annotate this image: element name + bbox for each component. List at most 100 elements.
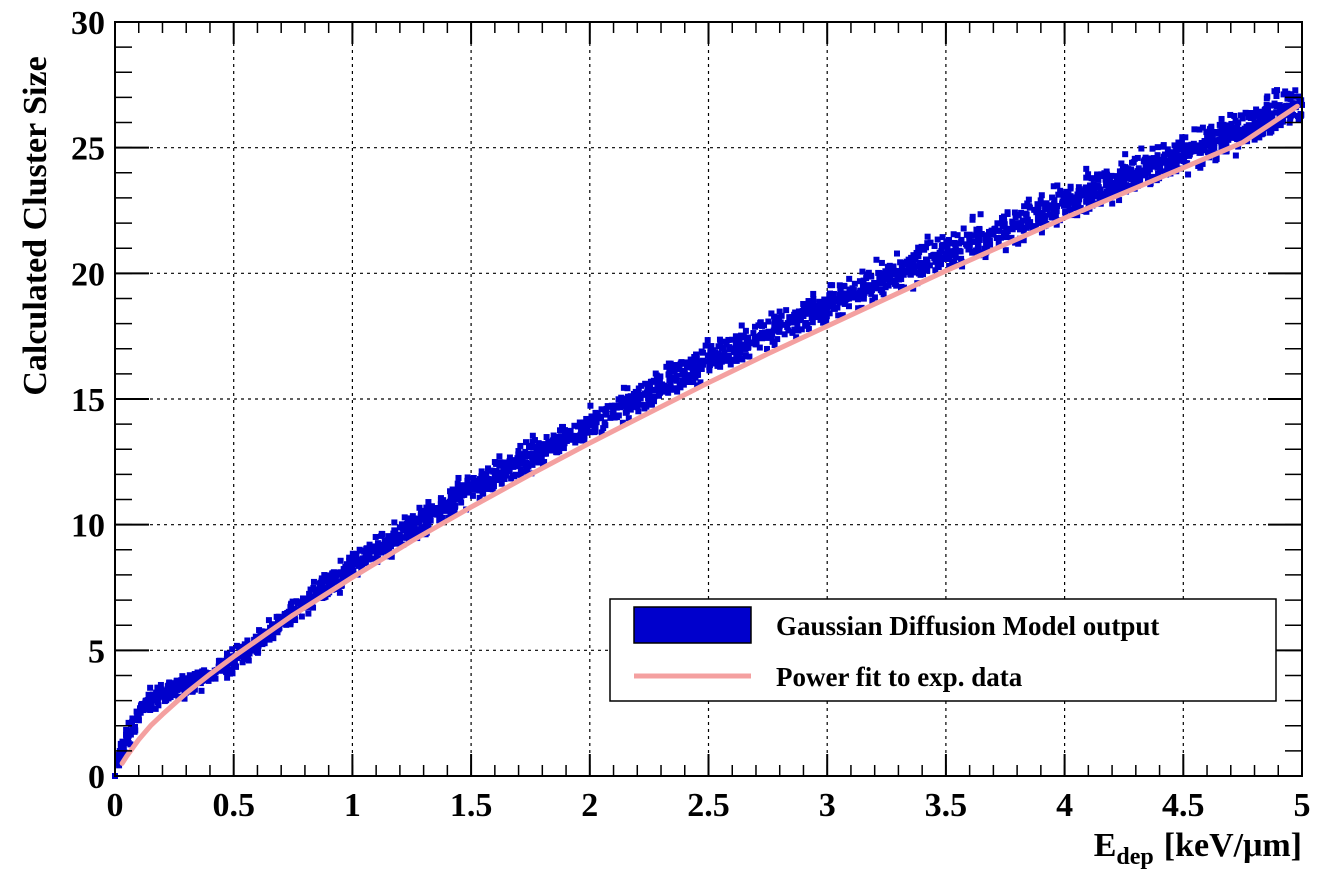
scatter-point <box>684 372 691 379</box>
scatter-point <box>313 592 320 599</box>
scatter-point <box>618 394 625 401</box>
scatter-point <box>1038 192 1045 199</box>
scatter-point <box>1235 129 1242 136</box>
scatter-point <box>147 697 154 704</box>
scatter-point <box>451 508 458 515</box>
scatter-point <box>687 356 694 363</box>
scatter-point <box>739 356 746 363</box>
scatter-point <box>1166 150 1173 157</box>
scatter-point <box>974 244 981 251</box>
scatter-point <box>951 260 958 267</box>
scatter-point <box>946 262 953 269</box>
scatter-point <box>1239 115 1246 122</box>
scatter-point <box>866 286 873 293</box>
scatter-point <box>269 622 276 629</box>
scatter-point <box>657 389 664 396</box>
scatter-point <box>669 376 676 383</box>
scatter-point <box>1001 219 1008 226</box>
scatter-point <box>759 335 766 342</box>
scatter-point <box>1066 206 1073 213</box>
scatter-point <box>927 239 934 246</box>
scatter-point <box>786 317 793 324</box>
scatter-point <box>519 453 526 460</box>
scatter-point <box>514 463 521 470</box>
scatter-point <box>468 486 475 493</box>
scatter-point <box>1121 164 1128 171</box>
scatter-point <box>508 475 515 482</box>
scatter-point <box>470 475 477 482</box>
scatter-point <box>936 249 943 256</box>
scatter-point <box>1296 93 1303 100</box>
scatter-point <box>233 654 240 661</box>
scatter-point <box>942 250 949 257</box>
scatter-point <box>1047 211 1054 218</box>
scatter-point <box>638 382 645 389</box>
x-tick-label: 1 <box>344 787 361 824</box>
x-tick-label: 0.5 <box>212 787 255 824</box>
scatter-point <box>799 307 806 314</box>
scatter-point <box>634 401 641 408</box>
scatter-point <box>410 529 417 536</box>
scatter-point <box>455 474 462 481</box>
scatter-point <box>649 397 656 404</box>
scatter-point <box>549 437 556 444</box>
scatter-point <box>823 309 830 316</box>
scatter-point <box>830 290 837 297</box>
scatter-point <box>1225 136 1232 143</box>
scatter-point <box>573 432 580 439</box>
scatter-point <box>915 253 922 260</box>
scatter-point <box>410 533 417 540</box>
scatter-point <box>1077 191 1084 198</box>
scatter-point <box>855 305 862 312</box>
scatter-point <box>496 453 503 460</box>
scatter-point <box>1116 168 1123 175</box>
scatter-point <box>694 382 701 389</box>
scatter-point <box>232 663 239 670</box>
scatter-point <box>1171 152 1178 159</box>
scatter-point <box>273 613 280 620</box>
scatter-point <box>665 371 672 378</box>
scatter-point <box>974 236 981 243</box>
scatter-point <box>785 327 792 334</box>
scatter-point <box>283 621 290 628</box>
scatter-point <box>959 263 966 270</box>
scatter-point <box>522 439 529 446</box>
scatter-point <box>876 277 883 284</box>
scatter-point <box>572 439 579 446</box>
scatter-point <box>723 341 730 348</box>
scatter-point <box>995 240 1002 247</box>
scatter-point <box>389 536 396 543</box>
scatter-point <box>1253 106 1260 113</box>
scatter-point <box>702 342 709 349</box>
scatter-point <box>455 485 462 492</box>
scatter-point <box>717 363 724 370</box>
scatter-point <box>1098 171 1105 178</box>
scatter-point <box>920 271 927 278</box>
scatter-point <box>751 323 758 330</box>
scatter-point <box>620 403 627 410</box>
scatter-point <box>1171 142 1178 149</box>
scatter-point <box>1129 159 1136 166</box>
scatter-point <box>1195 162 1202 169</box>
scatter-point <box>1199 124 1206 131</box>
scatter-point <box>993 235 1000 242</box>
scatter-point <box>1123 175 1130 182</box>
scatter-point <box>727 361 734 368</box>
scatter-point <box>239 659 246 666</box>
scatter-point <box>811 306 818 313</box>
axis-ticks <box>114 21 1303 777</box>
legend-label-line: Power fit to exp. data <box>776 662 1023 692</box>
scatter-point <box>543 434 550 441</box>
scatter-point <box>522 448 529 455</box>
scatter-point <box>897 259 904 266</box>
scatter-point <box>1134 154 1141 161</box>
scatter-point <box>496 462 503 469</box>
scatter-point <box>810 296 817 303</box>
scatter-point <box>517 442 524 449</box>
scatter-point <box>738 322 745 329</box>
scatter-point <box>1254 120 1261 127</box>
scatter-point <box>159 693 166 700</box>
scatter-point <box>981 245 988 252</box>
scatter-point <box>994 220 1001 227</box>
scatter-point <box>332 578 339 585</box>
